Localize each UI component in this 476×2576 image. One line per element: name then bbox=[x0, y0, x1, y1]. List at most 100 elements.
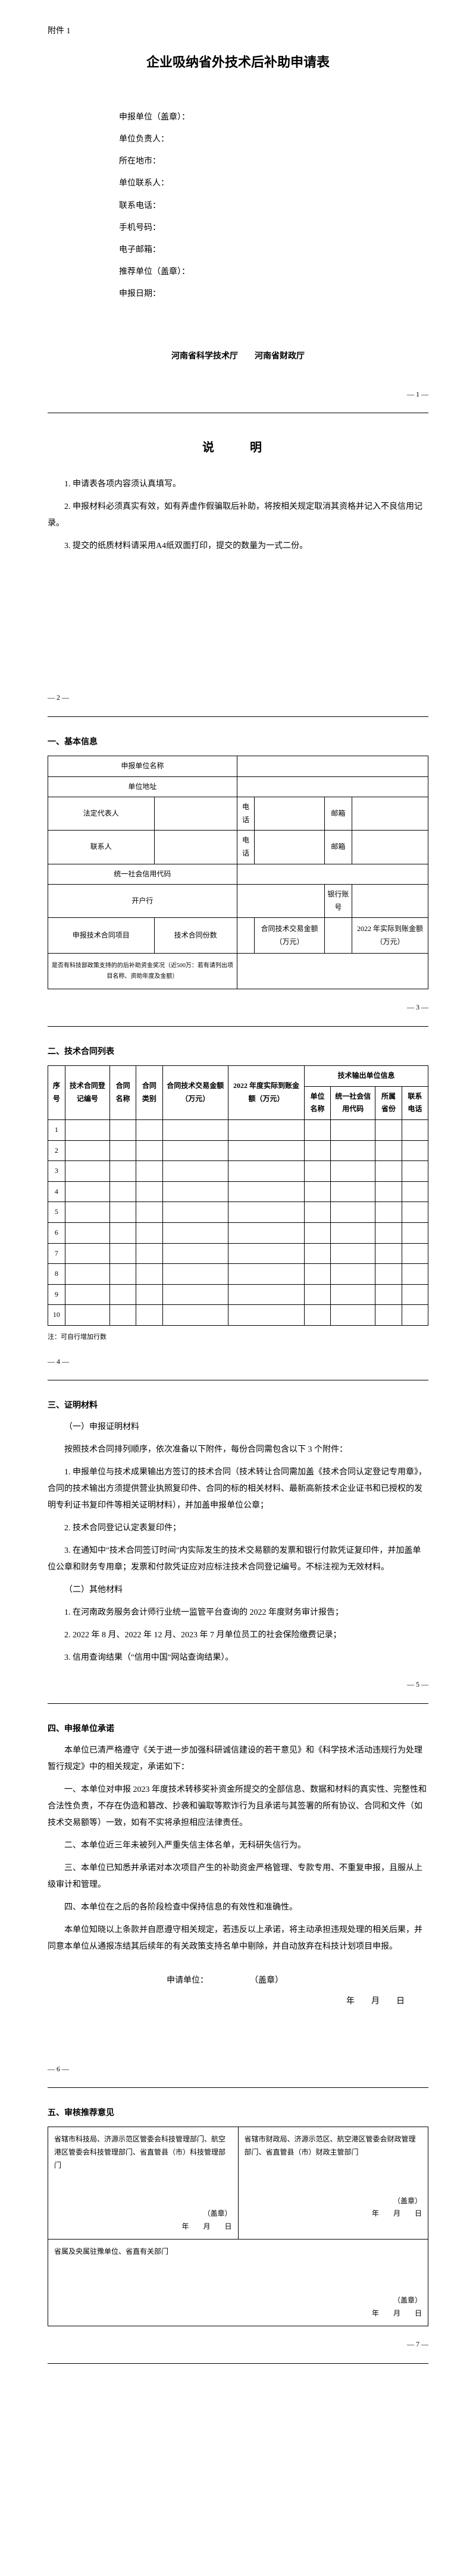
seal: （盖章） bbox=[245, 2195, 422, 2208]
cell bbox=[255, 797, 324, 831]
cell: 邮箱 bbox=[324, 831, 352, 864]
th: 所属省份 bbox=[375, 1086, 402, 1119]
th: 技术输出单位信息 bbox=[304, 1066, 428, 1087]
section-heading: 四、申报单位承诺 bbox=[48, 1722, 428, 1737]
page-number: — 5 — bbox=[48, 1678, 428, 1691]
attachment-label: 附件 1 bbox=[48, 24, 428, 39]
cell bbox=[237, 776, 428, 797]
cell bbox=[237, 885, 324, 918]
cell: 银行账号 bbox=[324, 885, 352, 918]
explain-title: 说 明 bbox=[48, 437, 428, 458]
explain-para: 2. 申报材料必须真实有效，如有弄虚作假骗取后补助，将按相关规定取消其资格并记入… bbox=[48, 499, 428, 532]
cell: 电话 bbox=[237, 831, 254, 864]
cell-text: 省辖市科技局、济源示范区管委会科技管理部门、航空港区管委会科技管理部门、省直管县… bbox=[54, 2135, 226, 2169]
cell bbox=[237, 954, 428, 989]
cell: 开户行 bbox=[48, 885, 237, 918]
cell: 2 bbox=[48, 1140, 65, 1161]
cell-text: 省属及央属驻豫单位、省直有关部门 bbox=[54, 2247, 168, 2256]
para: 二、本单位近三年未被列入严重失信主体名单，无科研失信行为。 bbox=[48, 1838, 428, 1854]
basic-info-table: 申报单位名称 单位地址 法定代表人电话邮箱 联系人电话邮箱 统一社会信用代码 开… bbox=[48, 756, 428, 989]
seal: （盖章） bbox=[54, 2294, 422, 2307]
cell bbox=[255, 831, 324, 864]
review-cell: 省辖市财政局、济源示范区、航空港区管委会财政管理部门、省直管县（市）财政主管部门… bbox=[238, 2127, 428, 2240]
review-cell: 省属及央属驻豫单位、省直有关部门 （盖章） 年 月 日 bbox=[48, 2240, 428, 2326]
para: 三、本单位已知悉并承诺对本次项目产生的补助资金严格管理、专款专用、不重复申报，且… bbox=[48, 1860, 428, 1894]
cell: 法定代表人 bbox=[48, 797, 155, 831]
list-item: 1. 申报单位与技术成果输出方签订的技术合同（技术转让合同需加盖《技术合同认定登… bbox=[48, 1464, 428, 1514]
field-line: 申报单位（盖章）： bbox=[48, 110, 428, 125]
cell bbox=[237, 918, 254, 954]
list-item: 3. 信用查询结果（"信用中国"网站查询结果）。 bbox=[48, 1650, 428, 1666]
signature-unit: 申请单位： （盖章） bbox=[48, 1973, 428, 1988]
list-item: 2. 技术合同登记认定表复印件； bbox=[48, 1520, 428, 1537]
page-number: — 1 — bbox=[48, 388, 428, 401]
cell: 电话 bbox=[237, 797, 254, 831]
page-number: — 4 — bbox=[48, 1355, 428, 1369]
cell: 统一社会信用代码 bbox=[48, 864, 237, 885]
cell bbox=[352, 885, 428, 918]
field-line: 申报日期： bbox=[48, 287, 428, 301]
th: 2022 年度实际到账金额（万元） bbox=[228, 1066, 304, 1120]
cell: 合同技术交易金额（万元） bbox=[255, 918, 324, 954]
cell bbox=[237, 756, 428, 777]
section-heading: 二、技术合同列表 bbox=[48, 1045, 428, 1059]
section-heading: 五、审核推荐意见 bbox=[48, 2106, 428, 2121]
divider bbox=[48, 1026, 428, 1027]
cell: 8 bbox=[48, 1264, 65, 1285]
para: 本单位已清严格遵守《关于进一步加强科研诚信建设的若干意见》和《科学技术活动违规行… bbox=[48, 1743, 428, 1776]
cell bbox=[237, 864, 428, 885]
sub-item: （二）其他材料 bbox=[48, 1582, 428, 1599]
review-cell: 省辖市科技局、济源示范区管委会科技管理部门、航空港区管委会科技管理部门、省直管县… bbox=[48, 2127, 239, 2240]
cell: 1 bbox=[48, 1119, 65, 1140]
page-number: — 6 — bbox=[48, 2063, 428, 2076]
para: 四、本单位在之后的各阶段检查中保持信息的有效性和准确性。 bbox=[48, 1899, 428, 1916]
cell: 9 bbox=[48, 1284, 65, 1305]
cell: 2022 年实际到账金额（万元） bbox=[352, 918, 428, 954]
divider bbox=[48, 1703, 428, 1704]
cell: 是否有科技部政策支持的的后补助资金奖况（近500万：若有请列出项目名称、资助年度… bbox=[48, 954, 237, 989]
explain-para: 3. 提交的纸质材料请采用A4纸双面打印，提交的数量为一式二份。 bbox=[48, 538, 428, 555]
divider bbox=[48, 2087, 428, 2088]
th: 技术合同登记编号 bbox=[65, 1066, 109, 1120]
cell: 5 bbox=[48, 1202, 65, 1223]
field-line: 联系电话： bbox=[48, 199, 428, 213]
list-item: 2. 2022 年 8 月、2022 年 12 月、2023 年 7 月单位员工… bbox=[48, 1627, 428, 1644]
cell bbox=[352, 831, 428, 864]
section-heading: 一、基本信息 bbox=[48, 735, 428, 750]
contract-list-table: 序号 技术合同登记编号 合同名称 合同类别 合同技术交易金额（万元） 2022 … bbox=[48, 1065, 428, 1326]
explain-para: 1. 申请表各项内容须认真填写。 bbox=[48, 476, 428, 493]
divider bbox=[48, 2363, 428, 2364]
signature-date: 年 月 日 bbox=[48, 1994, 428, 2009]
seal: （盖章） bbox=[54, 2207, 232, 2220]
page-number: — 7 — bbox=[48, 2338, 428, 2351]
th: 序号 bbox=[48, 1066, 65, 1120]
para: 本单位知晓以上条款并自愿遵守相关规定，若违反以上承诺，将主动承担违规处理的相关后… bbox=[48, 1922, 428, 1955]
th: 单位名称 bbox=[304, 1086, 330, 1119]
cell: 10 bbox=[48, 1305, 65, 1326]
cell bbox=[352, 797, 428, 831]
field-line: 电子邮箱： bbox=[48, 243, 428, 257]
date: 年 月 日 bbox=[245, 2207, 422, 2220]
cell: 技术合同份数 bbox=[154, 918, 237, 954]
issuers: 河南省科学技术厅 河南省财政厅 bbox=[48, 349, 428, 364]
page-number: — 3 — bbox=[48, 1001, 428, 1014]
field-line: 单位联系人： bbox=[48, 176, 428, 191]
para: 一、本单位对申报 2023 年度技术转移奖补资金所提交的全部信息、数据和材料的真… bbox=[48, 1782, 428, 1832]
th: 统一社会信用代码 bbox=[331, 1086, 375, 1119]
cell: 3 bbox=[48, 1161, 65, 1182]
cell: 邮箱 bbox=[324, 797, 352, 831]
divider bbox=[48, 716, 428, 717]
th: 合同技术交易金额（万元） bbox=[162, 1066, 228, 1120]
table-note: 注：可自行增加行数 bbox=[48, 1332, 428, 1344]
field-line: 推荐单位（盖章）： bbox=[48, 265, 428, 279]
cell bbox=[154, 831, 237, 864]
field-line: 所在地市： bbox=[48, 154, 428, 169]
list-item: 3. 在通知中"技术合同签订时间"内实际发生的技术交易额的发票和银行付款凭证复印… bbox=[48, 1543, 428, 1576]
cell bbox=[154, 797, 237, 831]
th: 合同名称 bbox=[110, 1066, 136, 1120]
review-table: 省辖市科技局、济源示范区管委会科技管理部门、航空港区管委会科技管理部门、省直管县… bbox=[48, 2127, 428, 2326]
field-line: 手机号码： bbox=[48, 221, 428, 235]
cell-text: 省辖市财政局、济源示范区、航空港区管委会财政管理部门、省直管县（市）财政主管部门 bbox=[245, 2135, 416, 2156]
cell: 申报技术合同项目 bbox=[48, 918, 155, 954]
th: 合同类别 bbox=[136, 1066, 162, 1120]
